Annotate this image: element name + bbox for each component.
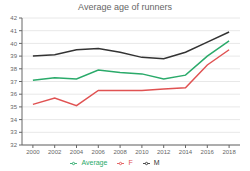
- svg-text:32: 32: [10, 142, 17, 148]
- svg-text:2016: 2016: [201, 149, 215, 155]
- svg-text:2004: 2004: [70, 149, 84, 155]
- svg-text:2012: 2012: [157, 149, 171, 155]
- svg-text:2018: 2018: [222, 149, 236, 155]
- html-text:F: F: [128, 159, 133, 166]
- svg-text:42: 42: [10, 15, 17, 21]
- html-text:M: M: [153, 159, 160, 166]
- svg-text:34: 34: [10, 117, 17, 123]
- svg-text:2002: 2002: [48, 149, 62, 155]
- svg-text:2000: 2000: [26, 149, 40, 155]
- html-text:Average: Average: [81, 159, 108, 166]
- svg-text:39: 39: [10, 53, 17, 59]
- html-text:Average age of runners: Average age of runners: [78, 2, 172, 12]
- svg-text:2010: 2010: [135, 149, 149, 155]
- svg-text:36: 36: [10, 91, 17, 97]
- svg-text:37: 37: [10, 79, 17, 85]
- svg-text:35: 35: [10, 104, 17, 110]
- svg-text:33: 33: [10, 129, 17, 135]
- svg-text:2008: 2008: [113, 149, 127, 155]
- svg-text:2014: 2014: [179, 149, 193, 155]
- svg-text:38: 38: [10, 66, 17, 72]
- svg-text:40: 40: [10, 41, 17, 47]
- svg-text:2006: 2006: [92, 149, 106, 155]
- svg-text:41: 41: [10, 28, 17, 34]
